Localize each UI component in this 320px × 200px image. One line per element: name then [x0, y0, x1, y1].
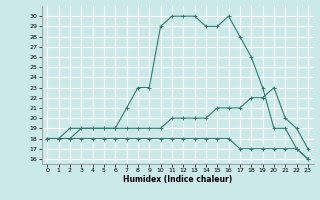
X-axis label: Humidex (Indice chaleur): Humidex (Indice chaleur): [123, 175, 232, 184]
